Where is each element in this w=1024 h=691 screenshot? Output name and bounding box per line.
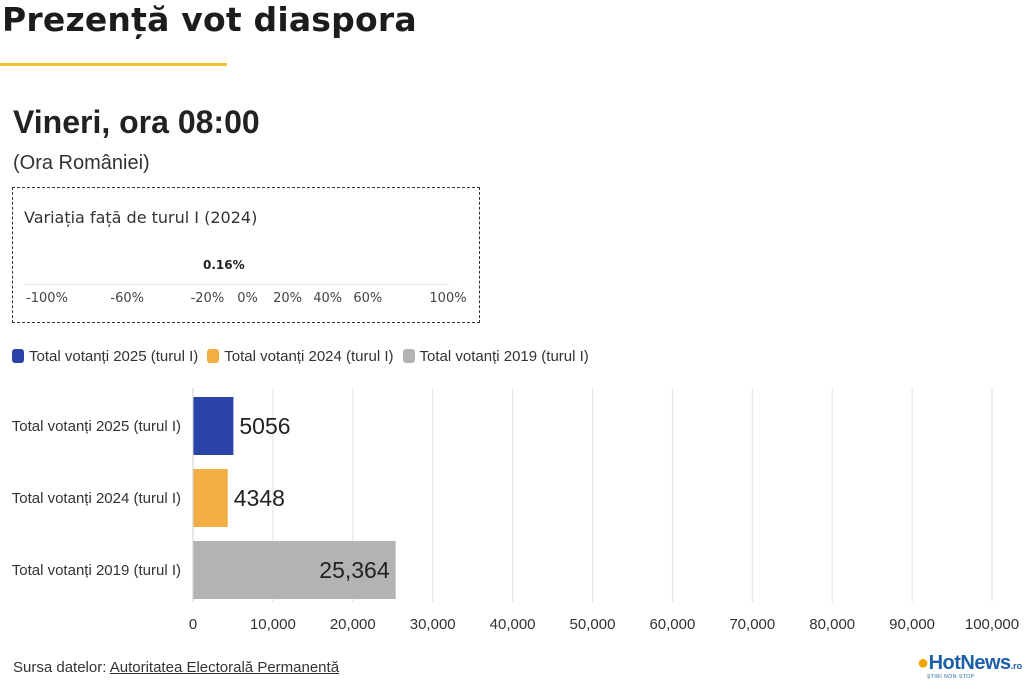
- legend-label-2025: Total votanți 2025 (turul I): [29, 347, 199, 365]
- x-tick-label: 70,000: [729, 616, 775, 633]
- bar: [193, 397, 234, 455]
- x-tick-label: 10,000: [250, 616, 296, 633]
- variation-tick-label: 60%: [353, 291, 383, 306]
- legend-item-2025[interactable]: Total votanți 2025 (turul I): [12, 348, 198, 365]
- category-label: Total votanți 2019 (turul I): [12, 562, 181, 579]
- chart-subtitle: Vineri, ora 08:00: [13, 104, 260, 140]
- variation-axis-line: [25, 284, 449, 285]
- legend-swatch-2024: [207, 349, 220, 363]
- title-underline: [0, 63, 227, 66]
- data-label: 5056: [239, 413, 290, 439]
- legend-label-2019: Total votanți 2019 (turul I): [419, 347, 589, 365]
- x-tick-label: 30,000: [410, 616, 456, 633]
- data-label: 4348: [234, 485, 285, 511]
- legend-item-2019[interactable]: Total votanți 2019 (turul I): [402, 347, 589, 365]
- x-tick-label: 40,000: [490, 616, 536, 633]
- logo-tagline: ȘTIRI NON-STOP: [927, 674, 975, 680]
- variation-tick-label: 0%: [237, 291, 258, 306]
- logo-text: HotNews: [928, 652, 1012, 674]
- variation-tick-label: -60%: [110, 291, 144, 306]
- variation-tick-label: 40%: [313, 291, 343, 306]
- variation-tick-label: -20%: [190, 291, 225, 306]
- page-title: Prezență vot diaspora: [2, 0, 417, 39]
- category-label: Total votanți 2025 (turul I): [12, 418, 181, 435]
- x-tick-label: 20,000: [330, 616, 376, 633]
- legend-swatch-2025: [12, 349, 24, 363]
- variation-tick-label: 100%: [429, 291, 467, 306]
- logo-mark: ●: [917, 652, 929, 674]
- bar-chart: 0 10,000 20,000 30,000 40,000 50,000 60,000 70,…: [12, 388, 1019, 633]
- data-label: 25,364: [319, 557, 390, 583]
- legend-label-2024: Total votanți 2024 (turul I): [224, 347, 394, 365]
- logo-suffix: .ro: [1010, 661, 1023, 671]
- x-tick-label: 100,000: [965, 616, 1019, 633]
- bar: [193, 541, 396, 599]
- variation-tick-label: 20%: [273, 291, 303, 306]
- chart-legend: Total votanți 2025 (turul I) Total votan…: [12, 346, 598, 366]
- variation-value-label: 0.16%: [202, 258, 245, 272]
- variation-tick-label: -100%: [26, 291, 68, 306]
- variation-title: Variația față de turul I (2024): [24, 208, 258, 227]
- bar: [193, 469, 228, 527]
- x-tick-label: 0: [189, 616, 197, 633]
- x-tick-label: 90,000: [889, 616, 935, 633]
- legend-item-2024[interactable]: Total votanți 2024 (turul I): [207, 347, 394, 365]
- x-tick-label: 60,000: [649, 616, 695, 633]
- legend-swatch-2019: [402, 349, 415, 363]
- x-tick-label: 50,000: [570, 616, 616, 633]
- source-link[interactable]: Autoritatea Electorală Permanentă: [109, 659, 340, 676]
- x-tick-label: 80,000: [809, 616, 855, 633]
- timezone-note: (Ora României): [13, 152, 150, 174]
- source-prefix: Sursa datelor:: [13, 659, 110, 676]
- source-line: Sursa datelor: Autoritatea Electorală Pe…: [13, 659, 339, 676]
- variation-panel: Variația față de turul I (2024) 0.16% -1…: [12, 187, 480, 323]
- hotnews-logo[interactable]: ●HotNews.ro ȘTIRI NON-STOP: [917, 652, 1023, 682]
- category-label: Total votanți 2024 (turul I): [12, 490, 181, 507]
